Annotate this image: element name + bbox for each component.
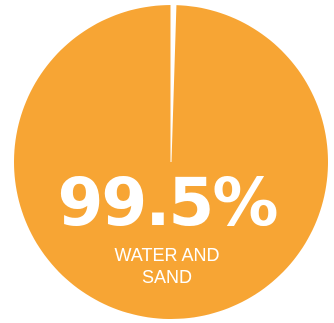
- main-slice-label: WATER AND SAND: [114, 245, 220, 287]
- main-slice-value: 99.5%: [57, 164, 279, 241]
- pie-slice-other: [170, 4, 177, 163]
